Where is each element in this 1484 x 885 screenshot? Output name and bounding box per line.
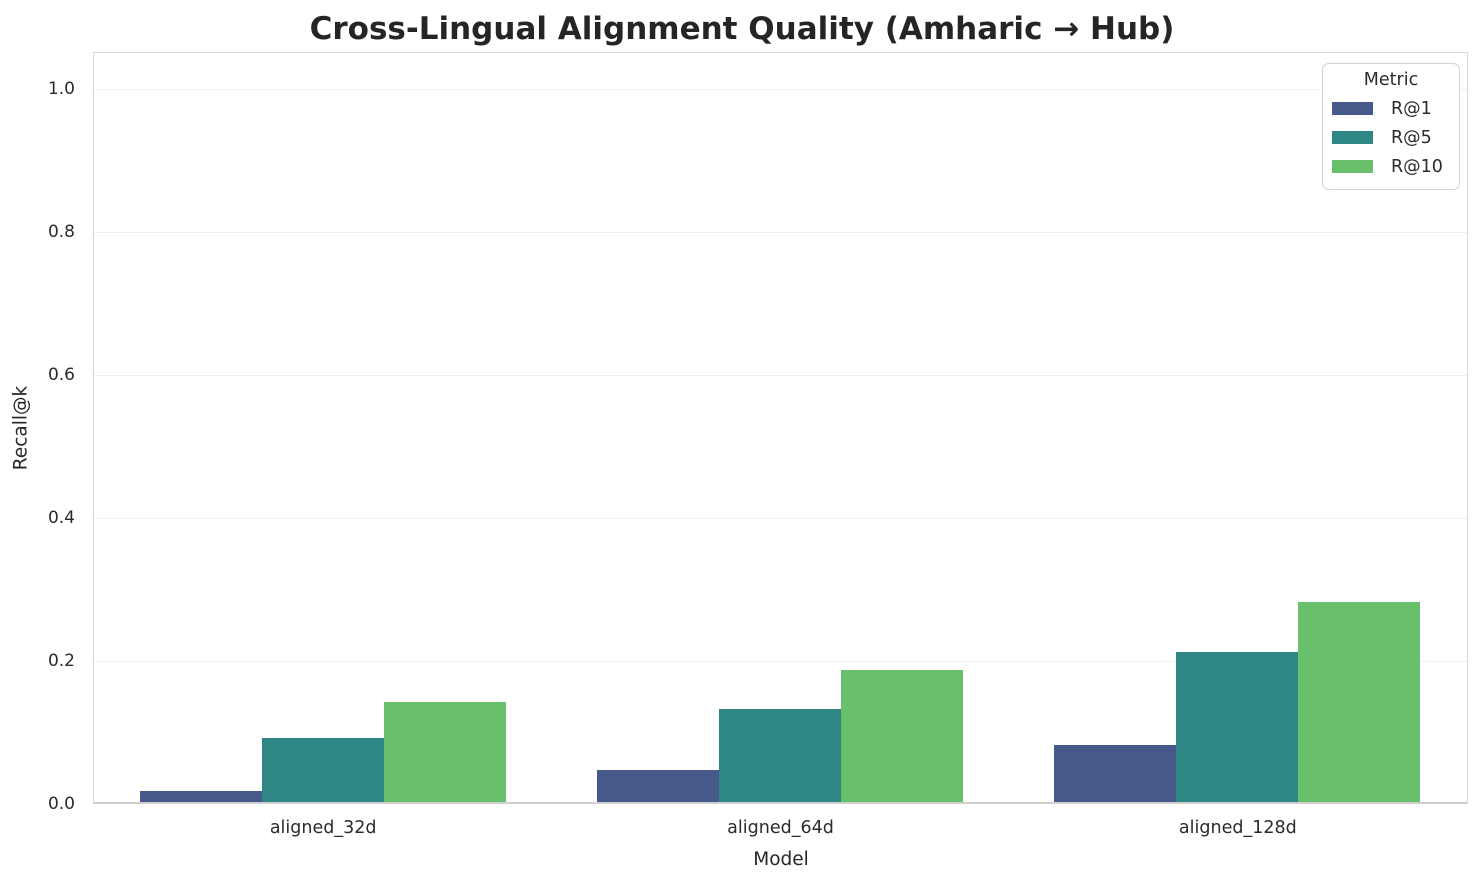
gridline-y-0.6 (94, 374, 1467, 376)
gridline-y-0.2 (94, 660, 1467, 662)
bar-aligned_128d-R@10 (1298, 601, 1421, 802)
bar-aligned_32d-R@10 (383, 701, 506, 802)
legend-entry-R@1: R@1 (1323, 94, 1459, 123)
y-tick-label: 1.0 (47, 79, 75, 99)
legend-entry-R@5: R@5 (1323, 123, 1459, 152)
legend-swatch-icon (1332, 102, 1373, 115)
legend-label: R@1 (1391, 98, 1432, 119)
bar-aligned_32d-R@1 (139, 791, 262, 802)
x-tick-label-aligned_64d: aligned_64d (727, 818, 834, 838)
bar-aligned_64d-R@5 (719, 709, 841, 802)
x-tick-label-aligned_32d: aligned_32d (269, 818, 377, 838)
gridline-y-0.4 (94, 517, 1467, 519)
y-tick-label: 0.4 (47, 508, 75, 528)
y-tick-label: 0.2 (47, 651, 75, 671)
gridline-y-0.8 (94, 231, 1467, 233)
y-tick-label: 0.0 (47, 794, 75, 814)
y-axis-label: Recall@k (10, 385, 32, 471)
legend: Metric R@1 R@5 R@10 (1322, 63, 1460, 190)
legend-swatch-icon (1332, 131, 1373, 144)
bar-aligned_128d-R@5 (1176, 651, 1299, 802)
legend-entries: R@1 R@5 R@10 (1323, 94, 1459, 181)
bar-aligned_64d-R@1 (597, 769, 720, 802)
legend-entry-R@10: R@10 (1323, 152, 1459, 181)
y-tick-label: 0.8 (47, 222, 75, 242)
x-tick-label-aligned_128d: aligned_128d (1178, 818, 1297, 838)
y-tick-label: 0.6 (47, 365, 75, 385)
x-axis-label: Model (753, 849, 809, 870)
bar-aligned_32d-R@5 (261, 737, 384, 802)
gridline-y-1 (94, 88, 1467, 90)
plot-area (93, 52, 1468, 804)
bar-aligned_64d-R@10 (840, 669, 963, 802)
legend-label: R@10 (1391, 156, 1443, 177)
legend-swatch-icon (1332, 160, 1373, 173)
bar-aligned_128d-R@1 (1054, 744, 1177, 802)
legend-title: Metric (1363, 70, 1419, 90)
chart-title: Cross-Lingual Alignment Quality (Amharic… (309, 11, 1175, 47)
legend-label: R@5 (1391, 127, 1432, 148)
